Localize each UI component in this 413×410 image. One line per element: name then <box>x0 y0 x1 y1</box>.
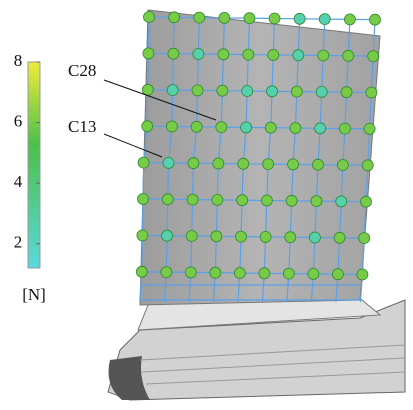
sensor-dot <box>243 49 254 60</box>
sensor-dot <box>268 49 279 60</box>
sensor-dot <box>138 157 149 168</box>
sensor-dot <box>191 121 202 132</box>
sensor-dot <box>359 233 370 244</box>
figure: C28 C13 [N] 2 4 6 8 <box>0 0 413 410</box>
sensor-dot <box>219 12 230 23</box>
sensor-dot <box>332 269 343 280</box>
sensor-dot <box>217 85 228 96</box>
sensor-dot <box>238 158 249 169</box>
sensor-dot <box>234 268 245 279</box>
sensor-dot <box>136 266 147 277</box>
sensor-dot <box>339 123 350 134</box>
sensor-dot <box>288 159 299 170</box>
sensor-dot <box>311 196 322 207</box>
sensor-dot <box>242 86 253 97</box>
sensor-dot <box>169 12 180 23</box>
sensor-dot <box>163 157 174 168</box>
sensor-dot <box>168 48 179 59</box>
sensor-dot <box>192 85 203 96</box>
colorbar-tick-label: 4 <box>14 172 23 191</box>
sensor-dot <box>364 123 375 134</box>
colorbar-tick-label: 6 <box>14 111 23 130</box>
sensor-dot <box>213 158 224 169</box>
sensor-dot <box>312 159 323 170</box>
sensor-dot <box>143 48 154 59</box>
sensor-dot <box>334 232 345 243</box>
sensor-dot <box>362 160 373 171</box>
sensor-dot <box>316 86 327 97</box>
point-label: C13 <box>68 117 96 136</box>
colorbar <box>28 62 40 268</box>
sensor-dot <box>162 194 173 205</box>
sensor-dot <box>142 121 153 132</box>
sensor-dot <box>144 12 155 23</box>
sensor-dot <box>315 123 326 134</box>
sensor-dot <box>194 12 205 23</box>
sensor-dot <box>286 195 297 206</box>
sensor-dot <box>294 13 305 24</box>
sensor-dot <box>137 230 148 241</box>
sensor-dot <box>293 50 304 61</box>
sensor-dot <box>260 231 271 242</box>
sensor-dot <box>283 268 294 279</box>
sensor-dot <box>212 194 223 205</box>
sensor-dot <box>265 122 276 133</box>
sensor-dot <box>318 50 329 61</box>
sensor-dot <box>309 232 320 243</box>
sensor-dot <box>237 195 248 206</box>
sensor-dot <box>319 14 330 25</box>
sensor-dot <box>269 13 280 24</box>
sensor-dot <box>186 231 197 242</box>
sensor-dot <box>142 84 153 95</box>
colorbar-tick-label: 8 <box>14 51 23 70</box>
sensor-dot <box>138 194 149 205</box>
sensor-dot <box>357 269 368 280</box>
sensor-dot <box>290 123 301 134</box>
sensor-dot <box>210 267 221 278</box>
sensor-dot <box>341 87 352 98</box>
sensor-dot <box>344 14 355 25</box>
sensor-dot <box>187 194 198 205</box>
sensor-dot <box>291 86 302 97</box>
sensor-dot <box>241 122 252 133</box>
sensor-dot <box>259 268 270 279</box>
sensor-dot <box>161 267 172 278</box>
colorbar-tick-label: 2 <box>14 233 23 252</box>
sensor-dot <box>361 196 372 207</box>
sensor-dot <box>235 231 246 242</box>
sensor-dot <box>337 160 348 171</box>
sensor-dot <box>244 13 255 24</box>
sensor-dot <box>185 267 196 278</box>
sensor-dot <box>218 49 229 60</box>
sensor-dot <box>267 86 278 97</box>
sensor-dot <box>370 14 381 25</box>
sensor-dot <box>166 121 177 132</box>
sensor-dot <box>343 50 354 61</box>
sensor-dot <box>285 232 296 243</box>
sensor-dot <box>211 231 222 242</box>
sensor-dot <box>336 196 347 207</box>
sensor-dot <box>368 51 379 62</box>
sensor-dot <box>162 230 173 241</box>
sensor-dot <box>263 159 274 170</box>
sensor-dot <box>188 158 199 169</box>
colorbar-unit: [N] <box>22 285 46 304</box>
sensor-dot <box>308 268 319 279</box>
sensor-dot <box>167 85 178 96</box>
point-label: C28 <box>68 61 96 80</box>
sensor-dot <box>366 87 377 98</box>
sensor-dot <box>261 195 272 206</box>
sensor-dot <box>216 122 227 133</box>
sensor-dot <box>193 49 204 60</box>
